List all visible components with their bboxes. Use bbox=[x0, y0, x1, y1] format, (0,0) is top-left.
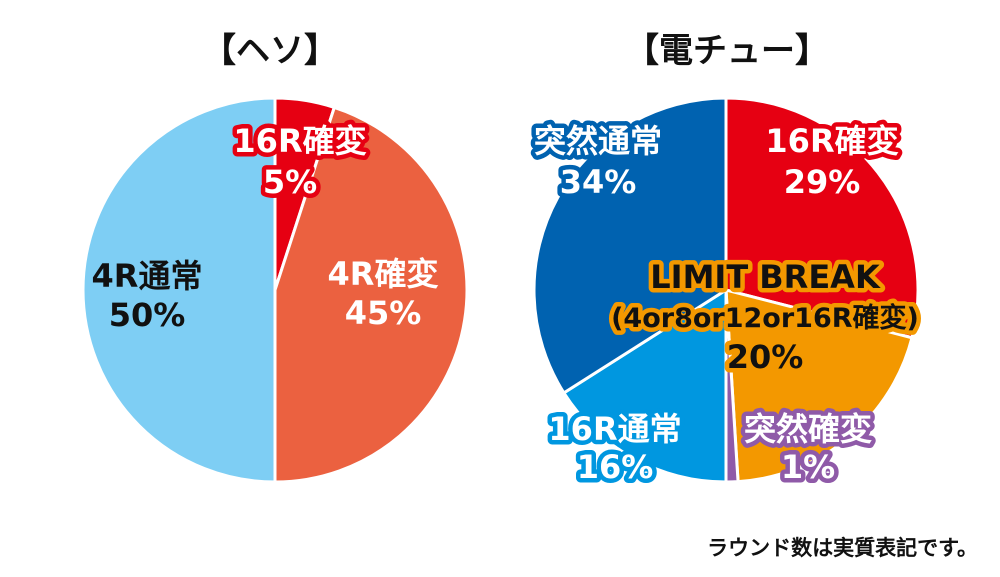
footnote: ラウンド数は実質表記です。 bbox=[707, 536, 978, 560]
labels-heso: 16R確変 5% 4R確変 45% 4R通常 50% bbox=[92, 118, 439, 335]
pie-slice-1-3 bbox=[562, 288, 728, 484]
slice-value-denchu-16r-tsujo: 16% bbox=[577, 448, 654, 486]
slice-value-heso-4r-tsujo: 50% bbox=[109, 296, 186, 334]
pie-slice-1-0 bbox=[724, 96, 920, 340]
slice-value-denchu-totsuzen-tsujo: 34% bbox=[560, 163, 637, 201]
slice-label-denchu-totsuzen-tsujo: 突然通常 bbox=[534, 122, 662, 160]
slice-label-heso-16r-kakuhen: 16R確変 bbox=[233, 122, 366, 160]
pie-denchu bbox=[532, 96, 920, 484]
pie-heso bbox=[81, 96, 469, 484]
chart-title-heso: 【ヘソ】 bbox=[202, 31, 338, 71]
chart-title-denchu: 【電チュー】 bbox=[625, 31, 829, 71]
slice-value-heso-4r-kakuhen: 45% bbox=[345, 294, 422, 332]
slice-sublabel-denchu-limit-break: (4or8or12or16R確変) bbox=[611, 302, 919, 334]
slice-value-denchu-16r-kakuhen: 29% bbox=[784, 163, 861, 201]
slice-value-denchu-limit-break: 20% bbox=[727, 338, 804, 376]
slice-label-denchu-totsuzen-kakuhen: 突然確変 bbox=[744, 410, 872, 448]
slice-label-denchu-limit-break: LIMIT BREAK bbox=[650, 258, 881, 296]
pie-slice-1-4 bbox=[532, 96, 728, 395]
slice-label-denchu-16r-tsujo: 16R通常 bbox=[548, 410, 681, 448]
slice-value-denchu-totsuzen-kakuhen: 1% bbox=[781, 448, 835, 486]
slice-label-heso-4r-tsujo: 4R通常 bbox=[92, 257, 203, 295]
pie-slice-0-1 bbox=[273, 105, 469, 484]
slice-value-heso-16r-kakuhen: 5% bbox=[263, 163, 317, 201]
slice-label-denchu-16r-kakuhen: 16R確変 bbox=[765, 122, 898, 160]
labels-denchu: 16R確変 29% LIMIT BREAK (4or8or12or16R確変) … bbox=[529, 118, 923, 491]
slice-label-heso-4r-kakuhen: 4R確変 bbox=[328, 255, 439, 293]
pie-slice-1-1 bbox=[724, 288, 914, 484]
pie-slice-0-2 bbox=[81, 96, 277, 484]
